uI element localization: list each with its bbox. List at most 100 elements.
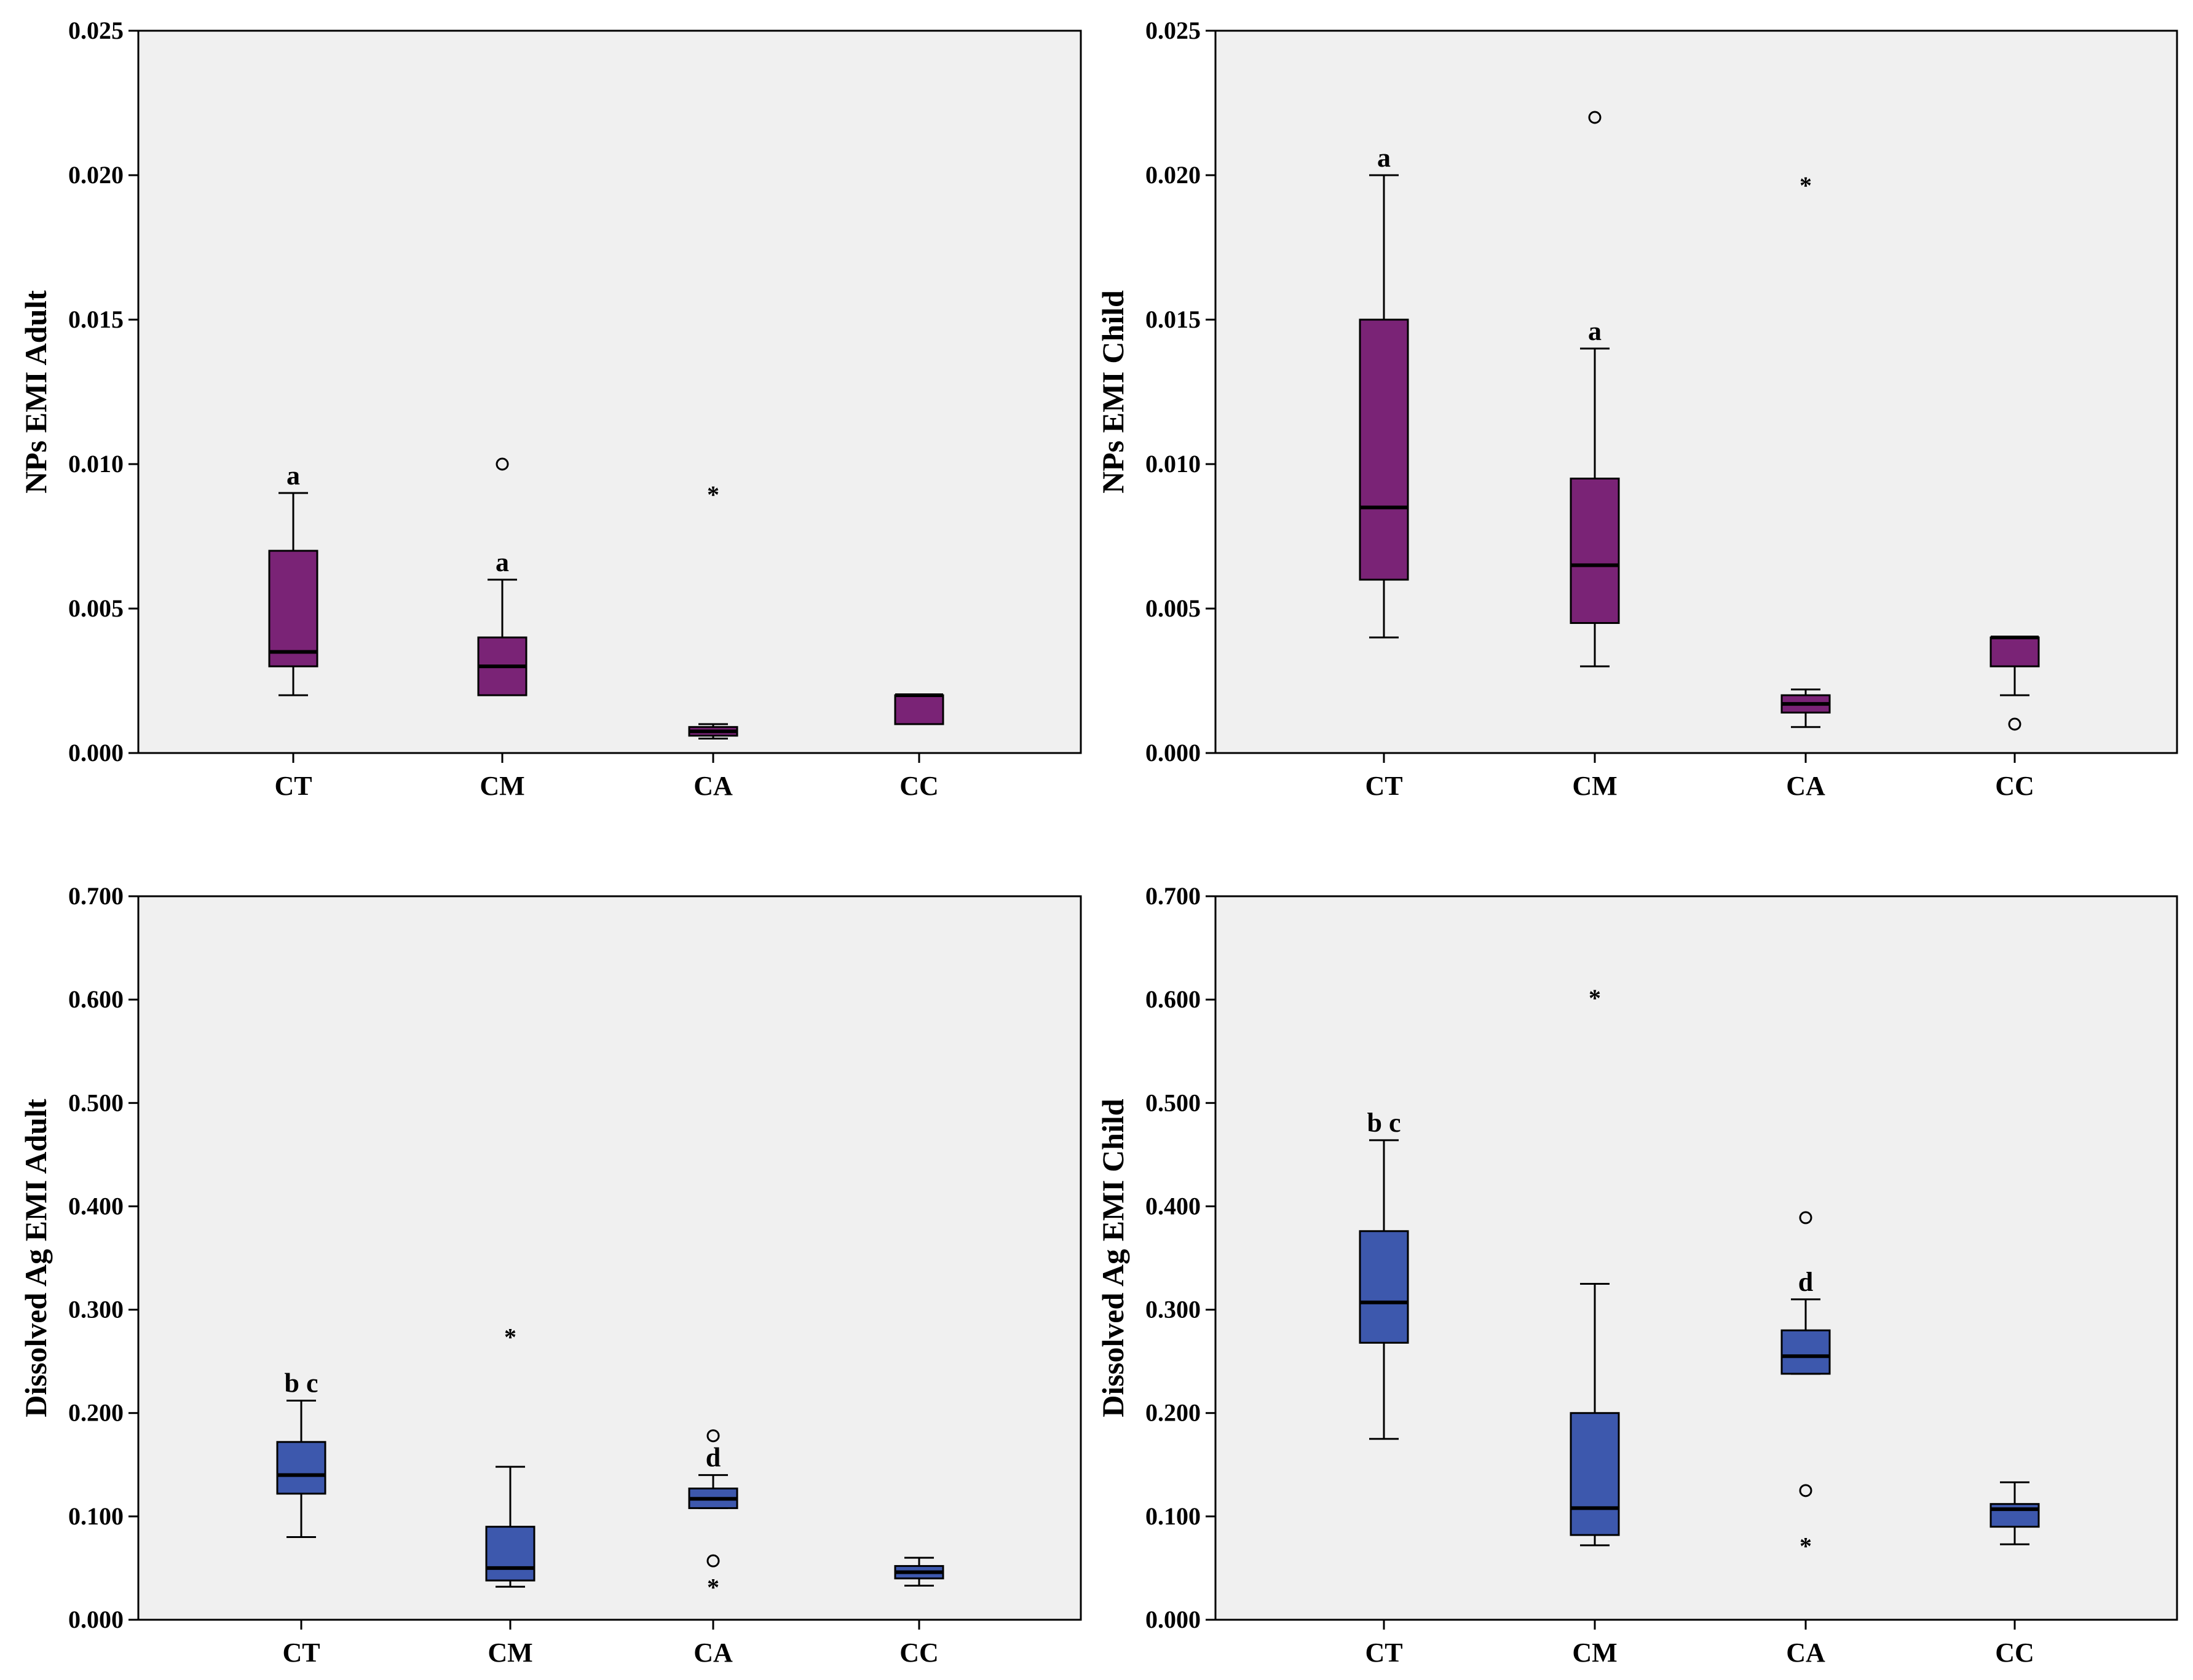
extreme-star: * [707,481,719,508]
y-tick-label: 0.400 [1145,1192,1201,1220]
plot-area [137,895,1082,1621]
box-cc: CC [1990,1481,2040,1668]
box-ca: CA * d [688,1429,738,1668]
y-tick-label: 0.500 [1145,1089,1201,1116]
box-cc: CC [894,693,944,801]
x-tick-label: CM [1572,1638,1617,1668]
x-tick-label: CA [693,1638,733,1668]
y-tick-label: 0.100 [1145,1502,1201,1530]
chart-panel-4: 0.000 0.100 0.200 0.300 0.400 0.500 0.600 0.700… [1096,882,2178,1668]
outlier-circle [706,1554,720,1568]
x-tick-label: CC [899,771,939,801]
iqr-box [894,694,944,725]
iqr-box [1990,636,2040,668]
x-tick-label: CT [274,771,312,801]
iqr-box [1359,1230,1409,1344]
y-axis-title: NPs EMI Adult [18,290,53,494]
y-tick-label: 0.600 [68,985,124,1013]
iqr-box [1570,1412,1620,1536]
y-tick-label: 0.500 [68,1089,124,1116]
box-ca: CA * d [1780,1211,1831,1668]
x-tick-label: CM [480,771,524,801]
y-tick-label: 0.020 [68,161,124,189]
x-tick-label: CA [1786,771,1825,801]
outlier-circle [1799,1484,1812,1497]
y-tick-label: 0.025 [1145,17,1201,44]
significance-label: d [706,1443,721,1473]
y-axis-title: Dissolved Ag EMI Child [1096,1098,1130,1417]
extreme-star: * [1589,984,1601,1012]
box-ct: CT a [268,460,318,801]
iqr-box [268,550,318,668]
x-tick-label: CC [1995,771,2034,801]
extreme-star: * [504,1323,516,1351]
y-tick-label: 0.000 [68,739,124,767]
box-ca: CA * [1780,172,1831,801]
y-tick-label: 0.200 [1145,1399,1201,1427]
box-cm: CM a [477,457,528,801]
box-cc: CC [894,1556,944,1668]
significance-label: a [1588,316,1602,346]
extreme-star: * [1800,172,1812,199]
significance-label: b c [285,1368,318,1398]
box-ct: CT b c [1359,1108,1409,1668]
significance-label: a [1377,143,1391,173]
y-tick-label: 0.020 [1145,161,1201,189]
y-tick-label: 0.025 [68,17,124,44]
outlier-circle [706,1429,720,1443]
x-tick-label: CT [1365,771,1402,801]
chart-panel-1: 0.000 0.005 0.010 0.015 0.020 0.025 NPs EMI Ad… [18,17,1082,801]
iqr-box [1359,318,1409,581]
box-cm: CM * [485,1323,535,1668]
y-tick-label: 0.700 [1145,882,1201,910]
outlier-circle [1799,1211,1812,1225]
box-cm: CM a [1570,111,1620,801]
outlier-circle [496,457,509,471]
x-tick-label: CA [1786,1638,1825,1668]
y-tick-label: 0.015 [1145,306,1201,333]
x-tick-label: CT [1365,1638,1402,1668]
iqr-box [485,1526,535,1582]
y-tick-label: 0.010 [68,450,124,478]
x-tick-label: CA [693,771,733,801]
y-axis-title: NPs EMI Child [1096,290,1130,494]
x-tick-label: CT [282,1638,320,1668]
outlier-circle [1588,111,1602,124]
box-ca: CA * [688,481,738,801]
x-tick-label: CM [1572,771,1617,801]
iqr-box [1780,1329,1831,1375]
box-ct: CT a [1359,143,1409,801]
extreme-star: * [1800,1532,1812,1560]
chart-panel-2: 0.000 0.005 0.010 0.015 0.020 0.025 NPs EMI Ch… [1096,17,2178,801]
y-tick-label: 0.600 [1145,985,1201,1013]
y-tick-label: 0.300 [1145,1296,1201,1323]
y-axis-title: Dissolved Ag EMI Adult [18,1098,53,1418]
x-tick-label: CM [488,1638,532,1668]
x-tick-label: CC [1995,1638,2034,1668]
y-tick-label: 0.200 [68,1399,124,1427]
significance-label: b c [1367,1108,1401,1138]
box-cc: CC [1990,636,2040,801]
iqr-box [1570,478,1620,624]
x-tick-label: CC [899,1638,939,1668]
iqr-box [276,1441,326,1495]
y-tick-label: 0.700 [68,882,124,910]
y-tick-label: 0.005 [68,594,124,622]
significance-label: d [1798,1267,1813,1297]
y-tick-label: 0.000 [68,1606,124,1633]
box-ct: CT b c [276,1368,326,1668]
y-tick-label: 0.400 [68,1192,124,1220]
y-tick-label: 0.005 [1145,594,1201,622]
y-tick-label: 0.000 [1145,739,1201,767]
chart-panel-3: 0.000 0.100 0.200 0.300 0.400 0.500 0.600 0.700… [18,882,1082,1668]
y-tick-label: 0.015 [68,306,124,333]
significance-label: a [496,547,509,577]
y-tick-label: 0.000 [1145,1606,1201,1633]
y-tick-label: 0.300 [68,1296,124,1323]
significance-label: a [286,460,300,491]
box-cm: CM * [1570,984,1620,1668]
y-tick-label: 0.010 [1145,450,1201,478]
outlier-circle [2008,717,2021,731]
y-tick-label: 0.100 [68,1502,124,1530]
